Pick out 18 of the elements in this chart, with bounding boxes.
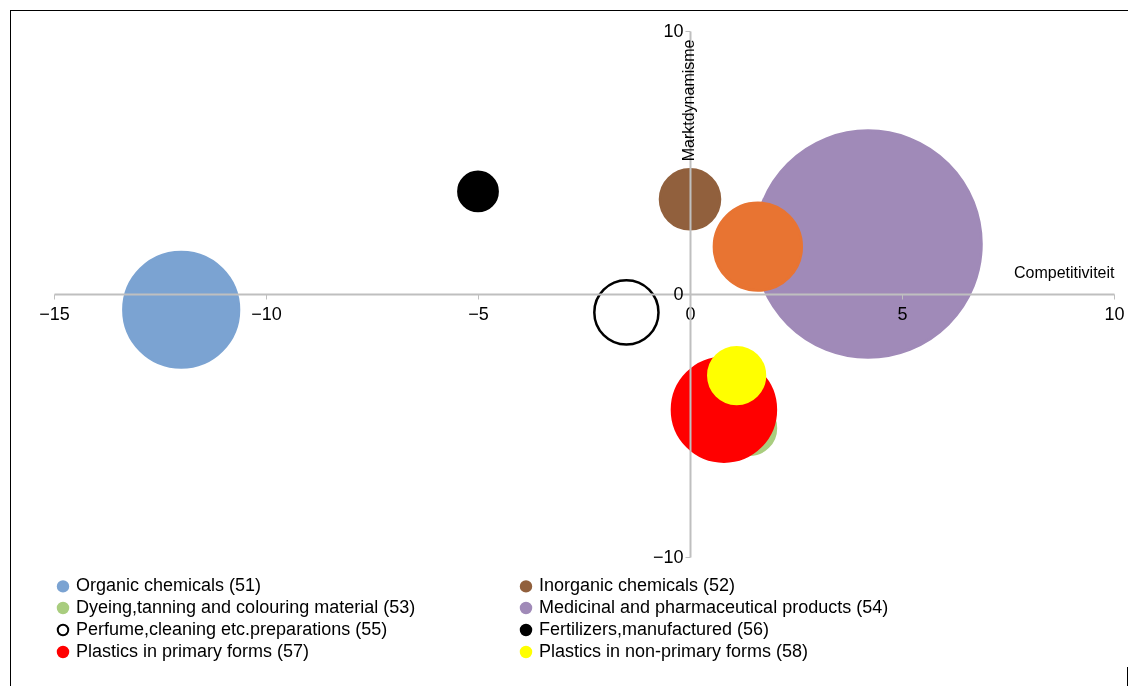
x-tick-label: −5 (468, 303, 489, 324)
y-tick-label: −10 (652, 546, 684, 567)
y-tick-label: 10 (663, 20, 684, 41)
x-tick-label: 10 (1104, 303, 1125, 324)
legend-label: Plastics in non-primary forms (58) (539, 641, 809, 661)
legend-label: Fertilizers,manufactured (56) (539, 619, 770, 639)
y-axis-title: Marktdynamisme (679, 39, 697, 162)
legend-label: Inorganic chemicals (52) (539, 575, 736, 596)
legend-label: Organic chemicals (51) (76, 575, 262, 596)
legend-label: Medicinal and pharmaceutical products (54) (539, 597, 889, 617)
x-tick-label: −10 (251, 303, 282, 324)
y-tick-label: 0 (673, 283, 684, 304)
x-tick-label: −15 (39, 303, 70, 324)
legend-label: Plastics in primary forms (57) (76, 641, 310, 661)
legend-label: Perfume,cleaning etc.preparations (55) (76, 619, 388, 639)
x-axis-title: Competitiviteit (1014, 263, 1116, 281)
legend-label: Dyeing,tanning and colouring material (53) (76, 597, 416, 617)
x-tick-label: 5 (897, 303, 908, 324)
